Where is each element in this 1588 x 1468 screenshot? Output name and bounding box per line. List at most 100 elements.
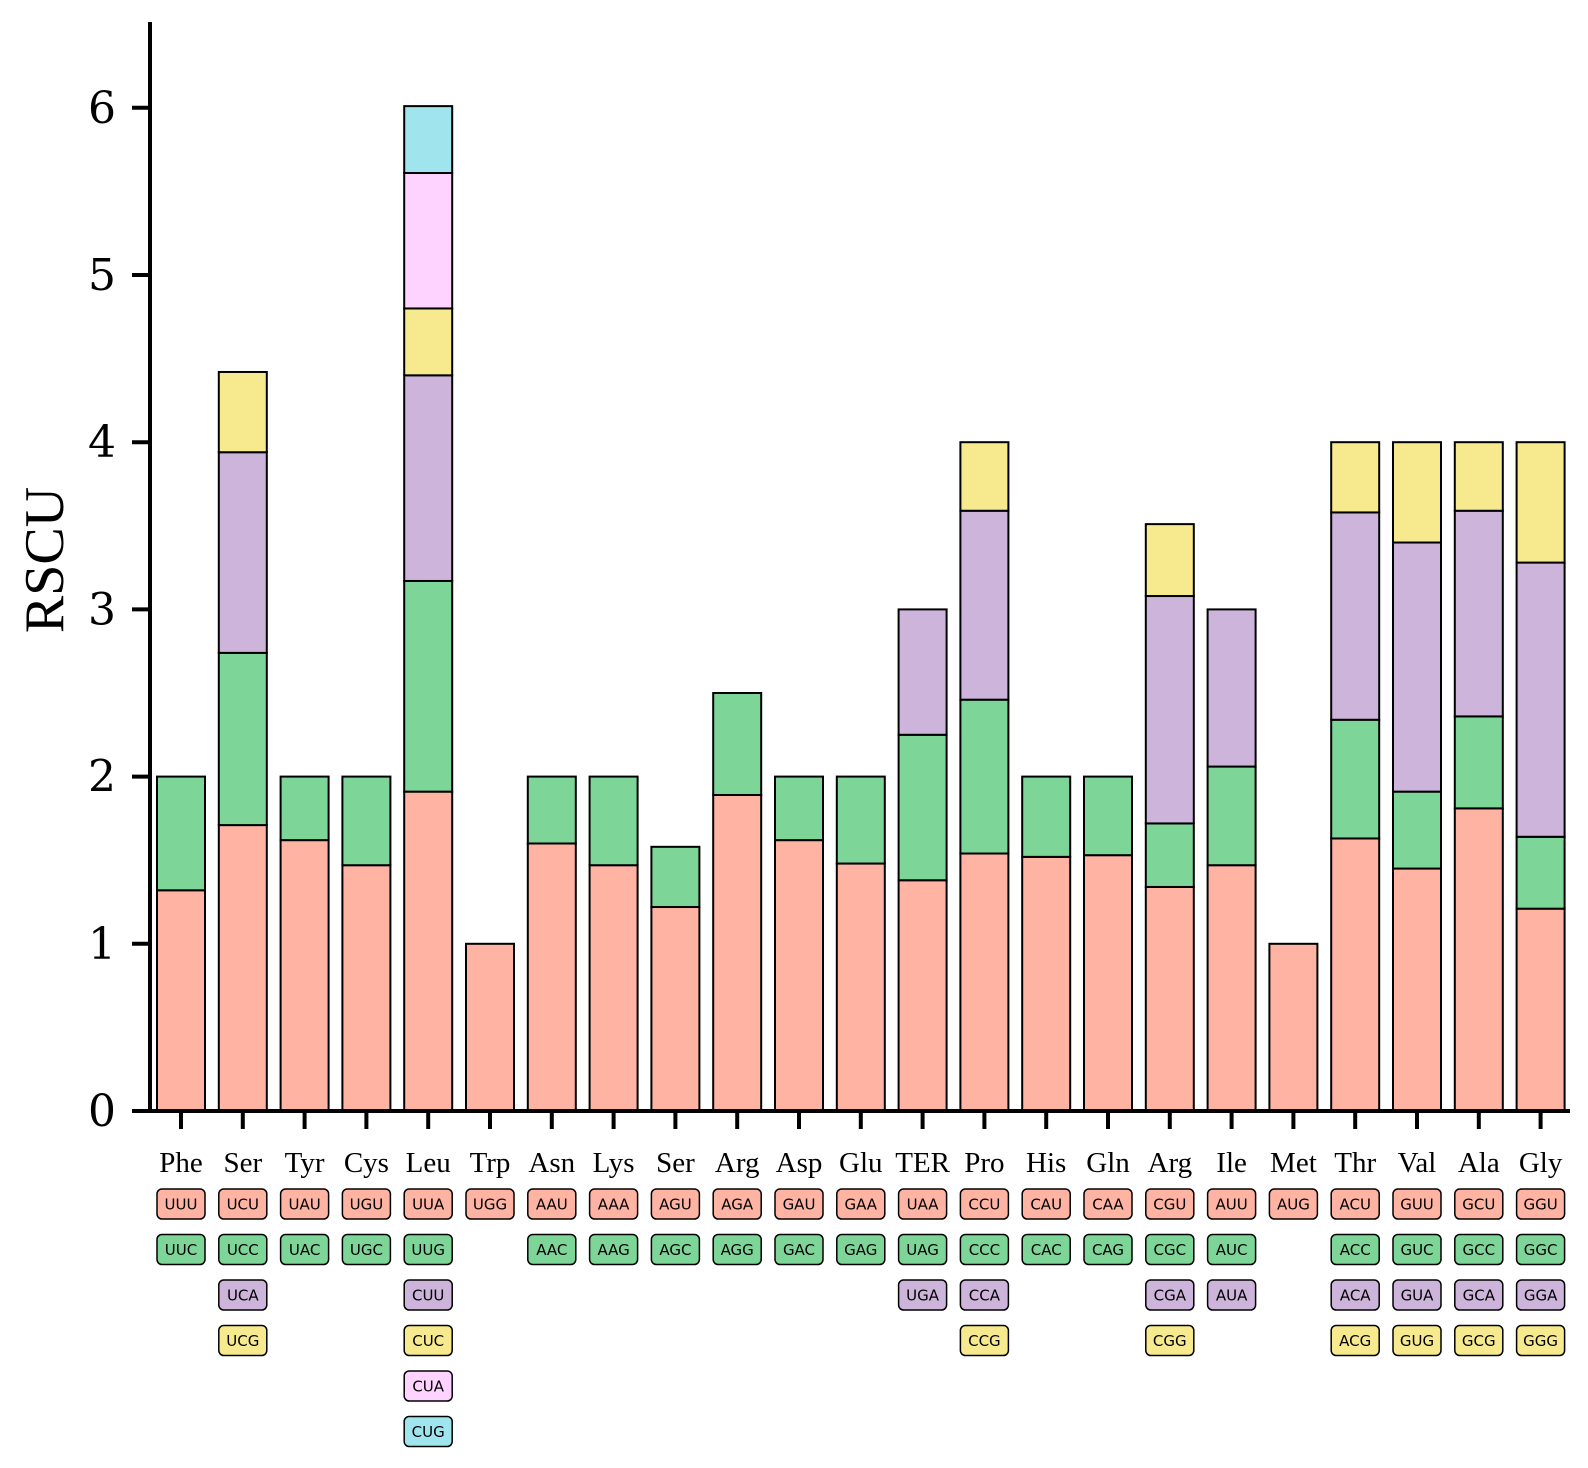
bar-segment-agg bbox=[712, 692, 763, 796]
bar-segment-agc bbox=[650, 845, 701, 909]
codon-box bbox=[1145, 1279, 1195, 1311]
codon-box bbox=[156, 1233, 206, 1266]
codon-label: UGC bbox=[350, 1241, 383, 1259]
codon-label: UAA bbox=[907, 1196, 940, 1214]
bar-segment-gac bbox=[774, 775, 824, 842]
bar-segment-gaa bbox=[835, 862, 886, 1112]
bar-segment-uaa bbox=[897, 879, 948, 1112]
codon-box bbox=[1392, 1279, 1442, 1311]
bar-segment-gcg bbox=[1453, 441, 1504, 512]
bar-segment-cgg bbox=[1144, 523, 1195, 598]
bar-segment-ggg bbox=[1515, 441, 1566, 564]
codon-label: UGG bbox=[473, 1196, 507, 1214]
codon-box bbox=[1145, 1188, 1195, 1220]
codon-box bbox=[465, 1188, 515, 1220]
bar-segment-uag bbox=[897, 733, 948, 882]
bar-segment-acu bbox=[1330, 837, 1381, 1112]
codon-label: CAA bbox=[1092, 1196, 1124, 1214]
category-label: Arg bbox=[715, 1147, 760, 1179]
category-label: TER bbox=[895, 1147, 950, 1179]
codon-label: GGU bbox=[1523, 1196, 1557, 1214]
codon-box bbox=[1392, 1233, 1442, 1266]
codon-box bbox=[403, 1370, 453, 1402]
codon-label: AGA bbox=[721, 1196, 754, 1214]
y-tick-label: 5 bbox=[88, 250, 116, 301]
category-label: Thr bbox=[1334, 1147, 1376, 1179]
bar-segment-aga bbox=[712, 793, 763, 1112]
bar-segment-ccg bbox=[959, 441, 1010, 512]
bar-segment-ggu bbox=[1515, 907, 1566, 1112]
codon-label: AGG bbox=[721, 1241, 754, 1259]
bar-segment-aua bbox=[1206, 608, 1257, 768]
y-axis-label-group: RSCU bbox=[14, 487, 76, 633]
codon-label: AAG bbox=[597, 1241, 629, 1259]
codon-box bbox=[403, 1188, 453, 1220]
codon-label: AAU bbox=[536, 1196, 568, 1214]
bar-segment-gga bbox=[1515, 561, 1566, 838]
codon-label: CUU bbox=[412, 1287, 444, 1305]
codon-box bbox=[403, 1324, 453, 1357]
codon-box bbox=[1330, 1188, 1380, 1220]
bar-segment-cag bbox=[1083, 775, 1133, 857]
codon-label: GUA bbox=[1401, 1287, 1435, 1305]
codon-label: AUG bbox=[1277, 1196, 1310, 1214]
codon-box bbox=[897, 1279, 948, 1311]
category-label: Phe bbox=[159, 1147, 203, 1179]
codon-box bbox=[1515, 1279, 1566, 1311]
codon-label: ACG bbox=[1339, 1332, 1371, 1350]
category-label: His bbox=[1026, 1147, 1066, 1179]
bar-segment-cuu bbox=[403, 374, 454, 582]
codon-label: AGC bbox=[659, 1241, 691, 1259]
codon-label: UUU bbox=[165, 1196, 198, 1214]
bar-segment-ccc bbox=[959, 698, 1010, 855]
codon-box bbox=[1515, 1233, 1566, 1266]
bar-segment-auc bbox=[1206, 765, 1257, 867]
codon-box bbox=[341, 1188, 392, 1220]
bar-segment-cgc bbox=[1144, 822, 1195, 888]
codon-label: UUC bbox=[165, 1241, 197, 1259]
codon-box bbox=[897, 1188, 948, 1220]
bar-segment-aug bbox=[1268, 942, 1319, 1112]
bar-segment-gua bbox=[1392, 541, 1442, 793]
codon-label: GAU bbox=[783, 1196, 816, 1214]
codon-label: GAA bbox=[845, 1196, 878, 1214]
bar-segment-gcu bbox=[1453, 807, 1504, 1112]
codon-box bbox=[650, 1188, 701, 1220]
codon-label: CGU bbox=[1153, 1196, 1186, 1214]
bar-segment-gug bbox=[1392, 441, 1442, 544]
category-label: Gly bbox=[1519, 1147, 1563, 1179]
bar-segment-cuc bbox=[403, 307, 454, 377]
bar-segment-gca bbox=[1453, 509, 1504, 718]
bar-segment-guc bbox=[1392, 790, 1442, 870]
codon-box bbox=[836, 1233, 886, 1266]
codon-label: GGG bbox=[1523, 1332, 1558, 1350]
codon-label: UAC bbox=[289, 1241, 320, 1259]
bar-segment-cug bbox=[403, 105, 454, 175]
category-label: Ala bbox=[1458, 1147, 1500, 1179]
codon-box bbox=[588, 1233, 639, 1266]
bar-segment-cua bbox=[403, 172, 454, 310]
codon-box bbox=[1330, 1324, 1380, 1357]
codon-box bbox=[1145, 1324, 1195, 1357]
codon-label: ACU bbox=[1339, 1196, 1370, 1214]
codon-box bbox=[1268, 1188, 1319, 1220]
category-label: Cys bbox=[344, 1147, 389, 1179]
codon-box bbox=[836, 1188, 886, 1220]
category-label: Asn bbox=[528, 1147, 575, 1179]
codon-label: CCU bbox=[968, 1196, 1000, 1214]
codon-label: CAC bbox=[1031, 1241, 1062, 1259]
bar-segment-aca bbox=[1330, 511, 1381, 721]
codon-label: GAC bbox=[783, 1241, 815, 1259]
bar-segment-aag bbox=[588, 775, 639, 867]
bar-segment-cac bbox=[1021, 775, 1072, 858]
y-tick-label: 3 bbox=[88, 584, 116, 635]
bar-segment-uuc bbox=[156, 775, 206, 892]
bar-segment-acc bbox=[1330, 718, 1381, 840]
bar-segment-gau bbox=[774, 839, 824, 1112]
codon-box bbox=[218, 1279, 268, 1311]
category-label: Val bbox=[1398, 1147, 1437, 1179]
bar-segment-uga bbox=[897, 608, 948, 736]
y-tick-label: 0 bbox=[88, 1086, 116, 1137]
bar-segment-ugg bbox=[465, 942, 515, 1112]
codon-label: UCU bbox=[227, 1196, 259, 1214]
